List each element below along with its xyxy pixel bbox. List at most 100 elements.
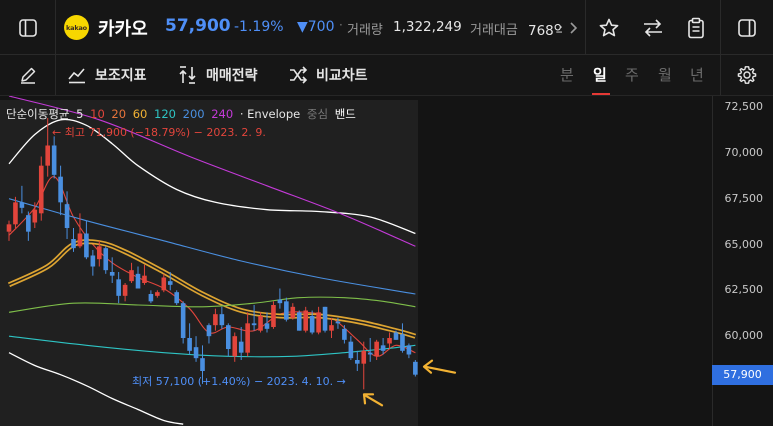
candle[interactable] (290, 303, 296, 320)
indicators-button[interactable]: 보조지표 (67, 55, 147, 95)
candle[interactable] (135, 266, 141, 289)
drawing-tool-button[interactable] (0, 55, 55, 95)
candle[interactable] (374, 339, 379, 360)
candlestick-chart[interactable] (0, 95, 712, 426)
candle[interactable] (19, 185, 25, 214)
candle[interactable] (387, 332, 392, 350)
compare-chart-button[interactable]: 비교차트 (288, 55, 368, 95)
candle[interactable] (6, 220, 12, 241)
legend-envelope-band: 밴드 (334, 107, 356, 121)
candle[interactable] (122, 283, 128, 302)
envelope-lower-band (8, 352, 184, 425)
candle[interactable] (155, 290, 160, 298)
trading-strategy-button[interactable]: 매매전략 (178, 55, 258, 95)
candle-body (393, 332, 399, 340)
stock-info-button[interactable] (681, 0, 711, 55)
candle-body (406, 345, 412, 355)
candle[interactable] (284, 297, 289, 322)
period-day-tab[interactable]: 일 (593, 66, 607, 84)
candle[interactable] (13, 196, 18, 228)
candle-body (26, 215, 31, 232)
candle-body (219, 314, 225, 326)
candle[interactable] (335, 317, 341, 329)
legend-ma-5: 5 (76, 107, 84, 121)
candle[interactable] (109, 257, 115, 283)
candle[interactable] (51, 136, 57, 179)
period-week-tab[interactable]: 주 (625, 66, 639, 84)
candle[interactable] (58, 165, 63, 216)
candle[interactable] (367, 338, 373, 362)
candle[interactable] (245, 312, 250, 357)
candle[interactable] (142, 264, 147, 285)
candle[interactable] (226, 323, 231, 357)
chart-settings-button[interactable] (721, 55, 773, 95)
period-month-tab[interactable]: 월 (658, 66, 672, 84)
candle[interactable] (97, 240, 102, 267)
candle[interactable] (90, 250, 96, 276)
candle[interactable] (161, 273, 167, 293)
candle[interactable] (355, 350, 360, 371)
candle[interactable] (342, 325, 347, 344)
candle[interactable] (213, 308, 218, 331)
candle[interactable] (193, 336, 199, 362)
candle[interactable] (393, 330, 399, 340)
candle[interactable] (309, 310, 315, 335)
candle[interactable] (316, 306, 321, 335)
candle[interactable] (148, 290, 154, 304)
candle[interactable] (187, 323, 192, 355)
candle[interactable] (322, 306, 328, 333)
candle[interactable] (116, 272, 121, 304)
stock-change-percent: -1.19% (234, 19, 284, 35)
candle[interactable] (71, 228, 76, 252)
candle[interactable] (174, 290, 179, 305)
candle[interactable] (219, 306, 225, 329)
candle-body (206, 325, 212, 337)
period-minute-tab[interactable]: 분 (560, 66, 574, 84)
candle[interactable] (103, 246, 109, 274)
candle[interactable] (32, 202, 38, 228)
favorite-button[interactable] (594, 0, 624, 55)
header-scroll-right-button[interactable] (562, 0, 584, 55)
candle-body (167, 281, 173, 285)
candle[interactable] (200, 345, 205, 384)
sidebar-toggle-button[interactable] (0, 0, 55, 55)
candle[interactable] (38, 156, 44, 221)
candle[interactable] (251, 305, 257, 331)
candle-body (193, 347, 199, 359)
switch-stock-button[interactable] (638, 0, 668, 55)
candle[interactable] (84, 220, 89, 260)
candle[interactable] (258, 312, 263, 333)
candle[interactable] (232, 332, 238, 362)
candle[interactable] (180, 301, 186, 344)
candle[interactable] (400, 323, 405, 353)
candle-body (77, 233, 83, 247)
stock-name[interactable]: 카카오 (98, 19, 148, 40)
candle[interactable] (380, 338, 386, 355)
candle[interactable] (264, 312, 270, 333)
candle-body (322, 306, 328, 331)
candle[interactable] (277, 288, 283, 309)
active-period-indicator (592, 93, 610, 95)
candle[interactable] (26, 211, 31, 241)
candle[interactable] (271, 301, 276, 329)
period-year-tab[interactable]: 년 (690, 66, 704, 84)
candle[interactable] (167, 272, 173, 291)
candle[interactable] (238, 327, 244, 360)
candle[interactable] (413, 360, 418, 377)
candle[interactable] (406, 343, 412, 359)
candle-body (367, 352, 373, 355)
candle[interactable] (129, 262, 134, 283)
indicator-legend[interactable]: 단순이동평균 5 10 20 60 120 200 240 · Envelope… (6, 106, 359, 122)
candle[interactable] (361, 341, 367, 390)
candle[interactable] (77, 213, 83, 249)
candle[interactable] (64, 191, 70, 239)
right-panel-toggle-button[interactable] (721, 0, 773, 55)
candle[interactable] (296, 310, 302, 331)
candle[interactable] (329, 317, 334, 338)
candle[interactable] (348, 336, 354, 360)
candle[interactable] (45, 118, 50, 177)
chart-canvas[interactable] (0, 95, 712, 426)
candle[interactable] (206, 323, 212, 344)
candle[interactable] (303, 306, 308, 333)
ma-line-240 (8, 95, 416, 247)
